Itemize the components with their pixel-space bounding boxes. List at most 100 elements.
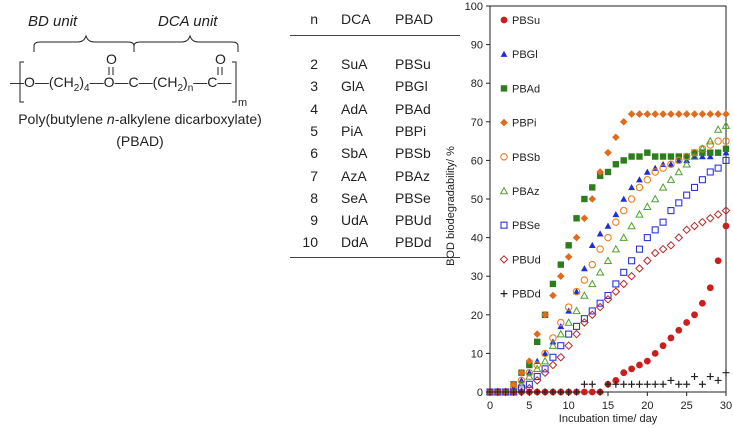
cell-pbad: PBDd (395, 234, 432, 251)
x-tick-label: 15 (602, 400, 614, 412)
data-point (557, 261, 564, 268)
cell-pbad: PBSe (395, 189, 431, 206)
data-point (485, 387, 495, 397)
cell-dca: AzA (341, 167, 367, 184)
data-point (525, 380, 533, 388)
data-point (713, 125, 723, 133)
cell-n: 8 (310, 189, 318, 206)
data-point (588, 388, 596, 396)
left-bracket (19, 61, 24, 103)
x-tick-label: 5 (526, 400, 532, 412)
data-point (556, 329, 566, 338)
y-tick-label: 70 (471, 117, 483, 129)
data-point (603, 295, 613, 304)
data-point (620, 380, 628, 388)
header-pbad: PBAD (395, 11, 434, 27)
data-point (659, 380, 667, 388)
data-point (683, 319, 691, 326)
data-point (525, 368, 534, 377)
data-point (595, 302, 605, 312)
data-point (651, 350, 659, 357)
data-point (667, 160, 675, 167)
cell-pbad: PBAz (395, 167, 431, 184)
legend: PBSu PBGl PBAd PBPi PBSb PBAz PBSe PBUd PBDd (499, 15, 541, 301)
data-point (510, 388, 518, 396)
carbonyl-oxygen-2: O (215, 51, 226, 67)
data-point (706, 110, 715, 118)
data-point (502, 388, 510, 396)
table-row: 8 SeA PBSe (290, 190, 460, 214)
data-point (682, 110, 691, 118)
data-point (581, 388, 588, 396)
data-point (706, 168, 714, 176)
series-pbad (486, 145, 730, 396)
data-point (541, 311, 549, 319)
legend-label: PBSu (512, 15, 540, 27)
data-point (517, 388, 525, 396)
data-point (721, 121, 731, 129)
data-point (619, 206, 628, 215)
data-point (588, 260, 597, 269)
data-point (659, 153, 667, 160)
data-point (658, 182, 668, 191)
data-point (705, 213, 715, 223)
y-tick-label: 90 (471, 40, 483, 52)
data-point (643, 380, 651, 388)
data-point (611, 287, 621, 296)
legend-label: PBUd (512, 254, 541, 266)
legend-label: PBPi (512, 118, 536, 130)
data-point (659, 342, 667, 350)
table-row: 3 GlA PBGl (290, 78, 460, 102)
data-point (635, 210, 644, 218)
data-point (620, 369, 628, 377)
dca-table: n DCA PBAD 2 SuA PBSu 3 GlA PBGl 4 AdA PBAd 5 PiA P… (290, 0, 460, 370)
data-point (722, 156, 730, 164)
right-bracket (232, 61, 237, 103)
series-pbud (485, 206, 731, 397)
data-point (675, 156, 683, 165)
data-point (549, 280, 557, 288)
cell-dca: SuA (341, 56, 368, 72)
axes: 0 10 20 30 40 50 60 70 80 90 100 0 5 10 15 20 25 30 (465, 1, 732, 412)
y-axis-title: BOD biodegradability/ % (445, 146, 457, 266)
data-point (612, 133, 620, 142)
table-row: 2 SuA PBSu (290, 56, 460, 80)
data-point (494, 388, 502, 396)
data-point (588, 241, 596, 249)
cell-n: 6 (310, 145, 318, 162)
data-point (675, 380, 683, 388)
data-point (706, 141, 715, 149)
data-point (611, 244, 621, 253)
data-point (627, 271, 636, 281)
header-n: n (310, 11, 318, 27)
data-point (604, 380, 612, 388)
data-point (659, 218, 667, 226)
legend-item: PBPi (500, 118, 536, 130)
data-point (667, 376, 675, 384)
cell-pbad: PBAd (395, 100, 431, 117)
legend-marker (499, 255, 509, 264)
data-point (658, 244, 668, 254)
data-point (620, 157, 627, 164)
data-point (714, 376, 722, 384)
data-point (667, 160, 675, 169)
legend-item: PBGl (500, 49, 538, 61)
data-point (683, 380, 691, 388)
data-point (540, 368, 550, 378)
data-point (604, 233, 612, 242)
data-point (532, 376, 542, 385)
data-point (644, 149, 651, 156)
data-point (612, 377, 620, 384)
cell-n: 2 (310, 56, 318, 72)
data-point (650, 248, 660, 258)
legend-label: PBGl (512, 49, 538, 61)
data-point (636, 361, 643, 369)
legend-item: PBAz (499, 186, 540, 198)
data-point (501, 387, 511, 397)
dca-unit-brace (133, 34, 239, 52)
data-point (675, 326, 683, 334)
y-tick-label: 80 (471, 78, 483, 90)
cell-pbad: PBSu (395, 56, 431, 72)
legend-item: PBAd (500, 83, 540, 95)
data-point (682, 152, 691, 161)
